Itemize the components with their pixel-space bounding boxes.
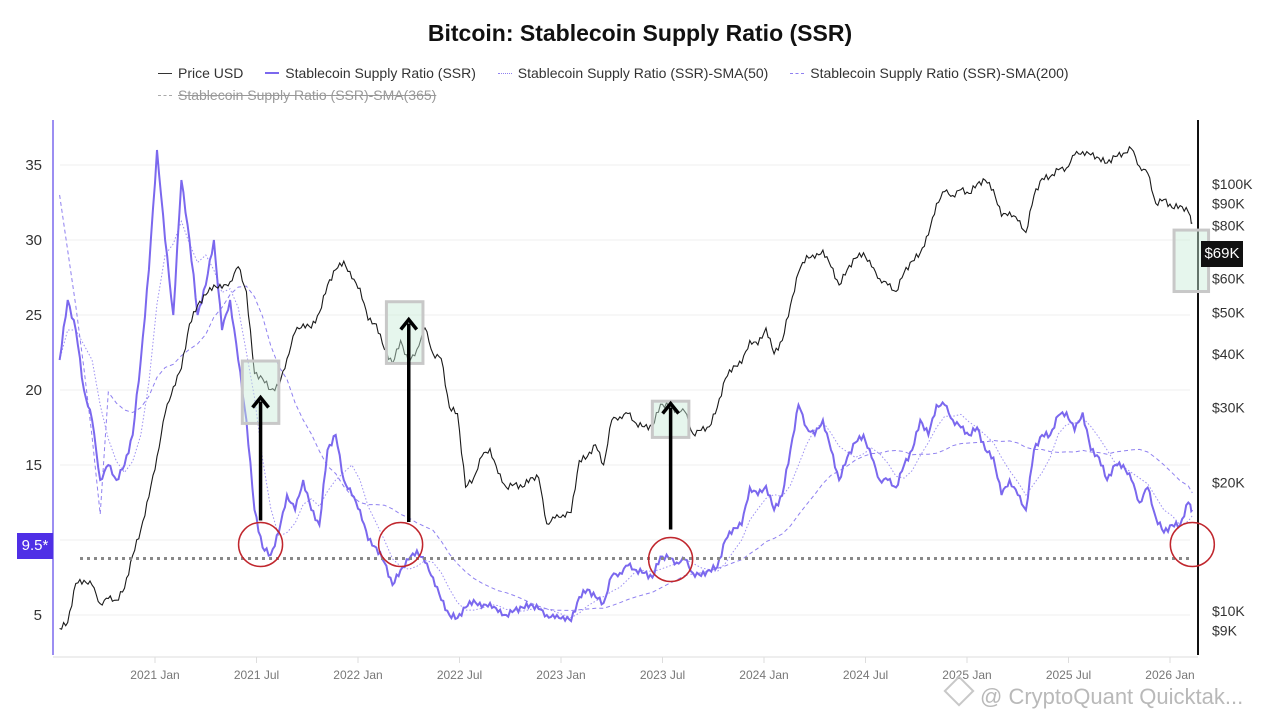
legend-item-sma50[interactable]: Stablecoin Supply Ratio (SSR)-SMA(50) [497, 62, 769, 84]
highlight-circle [1169, 521, 1216, 568]
right-tick-label: $30K [1212, 399, 1245, 415]
legend-label-price: Price USD [178, 65, 244, 81]
right-tick-label: $90K [1212, 196, 1245, 212]
current-price-badge: $69K [1201, 241, 1243, 267]
legend-label-sma365: Stablecoin Supply Ratio (SSR)-SMA(365) [178, 87, 437, 103]
left-tick-label: 35 [25, 157, 42, 174]
tick-labels: 5 15 20 25 30 35 $9K $10K $20K $30K $40K $50K $60K $8… [25, 157, 1253, 682]
series-layer [58, 145, 1194, 630]
watermark-text: @ CryptoQuant Quicktak... [980, 684, 1244, 709]
x-tick-label: 2025 Jan [942, 668, 991, 682]
highlight-circle [237, 521, 284, 568]
right-tick-label: $80K [1212, 217, 1245, 233]
x-tick-label: 2021 Jan [130, 668, 179, 682]
watermark: @ CryptoQuant Quicktak... [943, 675, 1244, 710]
legend-swatch-sma200 [790, 72, 805, 74]
ssr-sma50-line [59, 219, 1193, 619]
legend-item-sma200[interactable]: Stablecoin Supply Ratio (SSR)-SMA(200) [790, 62, 1069, 84]
left-tick-label: 5 [34, 607, 42, 624]
reference-value-badge: 9.5* [17, 533, 53, 559]
axes [52, 120, 1199, 663]
right-tick-label: $60K [1212, 271, 1245, 287]
annotations-layer [80, 228, 1216, 583]
left-tick-label: 30 [25, 232, 42, 249]
legend-swatch-price [158, 72, 172, 74]
ssr-sma200-line [59, 194, 1193, 612]
ssr-line [58, 149, 1194, 623]
legend-label-ssr: Stablecoin Supply Ratio (SSR) [285, 65, 476, 81]
chart-legend: Price USD Stablecoin Supply Ratio (SSR) … [158, 62, 1158, 106]
highlight-box [384, 300, 425, 365]
right-tick-label: $50K [1212, 305, 1245, 321]
gridlines [60, 164, 1190, 616]
left-tick-label: 15 [25, 457, 42, 474]
x-tick-label: 2022 Jan [333, 668, 382, 682]
legend-label-sma200: Stablecoin Supply Ratio (SSR)-SMA(200) [810, 65, 1069, 81]
legend-label-sma50: Stablecoin Supply Ratio (SSR)-SMA(50) [517, 65, 769, 81]
arrow-head [661, 400, 680, 415]
x-tick-label: 2021 Jul [234, 668, 279, 682]
x-tick-label: 2024 Jul [843, 668, 888, 682]
legend-swatch-sma50 [497, 72, 512, 74]
legend-item-sma365[interactable]: Stablecoin Supply Ratio (SSR)-SMA(365) [158, 84, 436, 106]
right-tick-label: $20K [1212, 474, 1245, 490]
x-tick-label: 2024 Jan [739, 668, 788, 682]
right-tick-label: $100K [1212, 176, 1253, 192]
x-tick-label: 2026 Jan [1145, 668, 1194, 682]
x-tick-label: 2023 Jul [640, 668, 685, 682]
left-tick-label: 25 [25, 307, 42, 324]
legend-item-ssr[interactable]: Stablecoin Supply Ratio (SSR) [265, 62, 476, 84]
highlight-circle [647, 536, 694, 583]
right-tick-label: $10K [1212, 603, 1245, 619]
right-tick-label: $9K [1212, 623, 1238, 639]
x-tick-label: 2023 Jan [536, 668, 585, 682]
legend-item-price[interactable]: Price USD [158, 62, 243, 84]
price-line [59, 145, 1193, 630]
right-tick-label: $40K [1212, 346, 1245, 362]
arrow-head [251, 394, 270, 409]
x-tick-label: 2025 Jul [1046, 668, 1091, 682]
chart-title: Bitcoin: Stablecoin Supply Ratio (SSR) [427, 20, 853, 46]
legend-swatch-sma365 [158, 94, 172, 96]
highlight-circle [377, 521, 424, 568]
legend-swatch-ssr [265, 72, 280, 75]
left-tick-label: 20 [25, 382, 42, 399]
x-tick-label: 2022 Jul [437, 668, 482, 682]
arrow-head [399, 316, 419, 331]
